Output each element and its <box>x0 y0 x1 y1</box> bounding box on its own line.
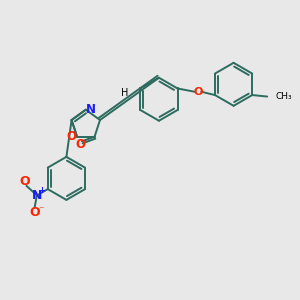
Text: ⁻: ⁻ <box>38 205 44 215</box>
Text: N: N <box>86 103 96 116</box>
Text: CH₃: CH₃ <box>275 92 292 101</box>
Text: O: O <box>76 138 86 152</box>
Text: O: O <box>20 176 30 188</box>
Text: O: O <box>193 87 203 97</box>
Text: O: O <box>67 130 76 143</box>
Text: H: H <box>121 88 129 98</box>
Text: O: O <box>29 206 40 219</box>
Text: +: + <box>38 185 45 194</box>
Text: N: N <box>32 189 42 202</box>
